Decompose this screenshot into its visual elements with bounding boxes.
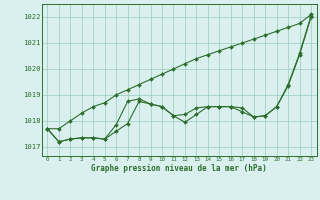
X-axis label: Graphe pression niveau de la mer (hPa): Graphe pression niveau de la mer (hPa) <box>91 164 267 173</box>
